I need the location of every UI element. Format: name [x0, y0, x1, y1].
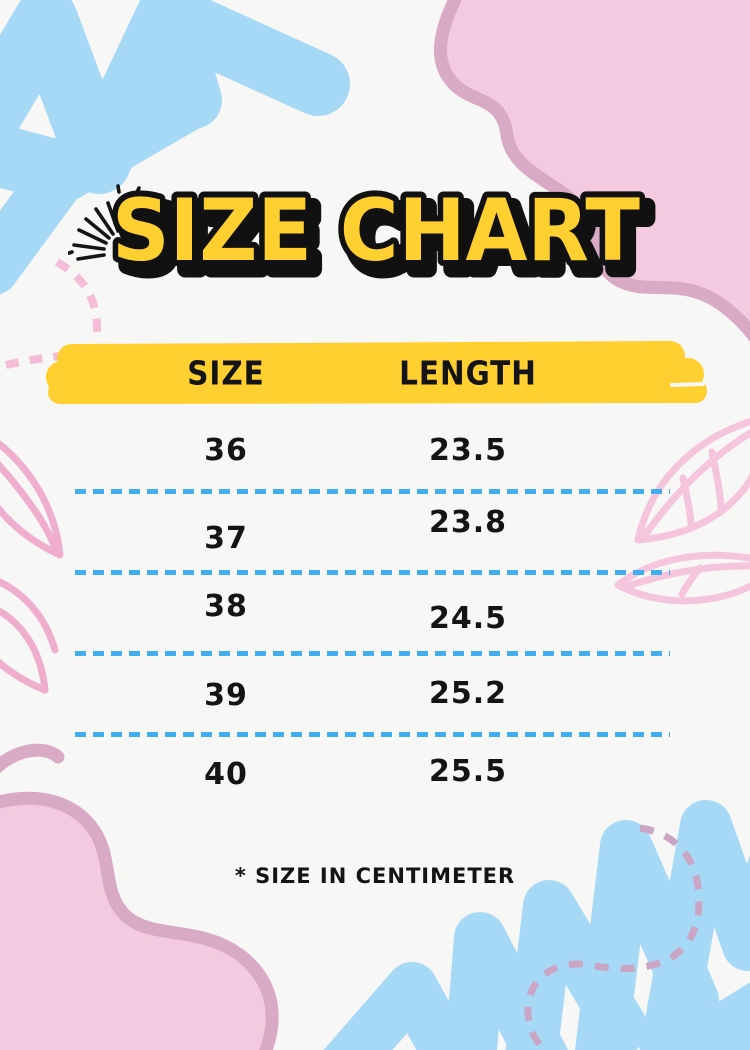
table-row: 39 25.2 — [0, 656, 750, 732]
length-cell: 23.5 — [428, 433, 508, 468]
table-row: 36 23.5 — [0, 413, 750, 489]
pink-arc-bottom-left — [0, 743, 65, 774]
size-cell: 40 — [204, 757, 248, 792]
pink-dashed-curve-top-left — [5, 258, 139, 369]
pink-dashed-loop-bottom-right — [524, 824, 703, 1050]
length-cell: 24.5 — [428, 601, 508, 636]
burst-rays-icon — [68, 184, 150, 261]
size-cell: 37 — [204, 521, 248, 556]
pink-leaves-right — [614, 418, 750, 605]
pink-blob-bottom-left — [0, 791, 279, 1050]
length-cell: 25.5 — [428, 754, 508, 789]
table-row: 38 24.5 — [0, 575, 750, 651]
pink-blob-top-right — [433, 0, 750, 342]
page-title-graphic: SIZE CHART SIZE CHART — [106, 175, 657, 298]
header-brush-bar — [46, 341, 707, 404]
size-cell: 36 — [204, 433, 248, 468]
table-row: 40 25.5 — [0, 737, 750, 813]
row-divider — [75, 732, 670, 737]
column-header-length: LENGTH — [399, 355, 537, 393]
page-title: SIZE CHART — [112, 181, 640, 281]
row-divider — [75, 570, 670, 575]
row-divider — [75, 651, 670, 656]
page-title-shadow: SIZE CHART — [120, 190, 648, 290]
footnote: * SIZE IN CENTIMETER — [234, 864, 516, 888]
blue-squiggle-top-left — [0, 0, 350, 295]
length-cell: 23.8 — [428, 505, 508, 540]
length-cell: 25.2 — [428, 676, 508, 711]
column-header-size: SIZE — [187, 355, 265, 393]
blue-wave-bottom-right — [324, 800, 750, 1050]
row-divider — [75, 489, 670, 494]
size-cell: 38 — [204, 589, 248, 624]
pink-leaves-left — [0, 440, 64, 694]
size-cell: 39 — [204, 678, 248, 713]
size-table-body: 36 23.5 37 23.8 38 24.5 39 25.2 40 25.5 — [0, 413, 750, 813]
table-row: 37 23.8 — [0, 494, 750, 570]
